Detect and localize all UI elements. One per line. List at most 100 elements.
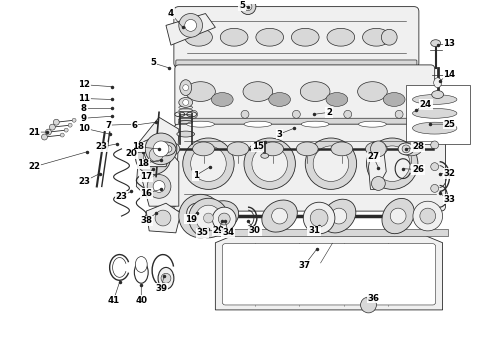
Text: 17: 17: [140, 172, 152, 181]
Circle shape: [190, 111, 197, 118]
Text: 30: 30: [249, 226, 261, 235]
Text: 32: 32: [443, 169, 456, 178]
Text: 6: 6: [131, 121, 137, 130]
Ellipse shape: [180, 80, 192, 95]
Circle shape: [395, 111, 403, 118]
Text: 3: 3: [276, 130, 283, 139]
Circle shape: [183, 138, 234, 189]
Ellipse shape: [269, 93, 291, 107]
Circle shape: [413, 201, 442, 231]
Polygon shape: [143, 144, 171, 167]
Circle shape: [244, 138, 295, 189]
Text: 10: 10: [78, 123, 90, 132]
Circle shape: [212, 207, 236, 231]
FancyBboxPatch shape: [176, 117, 186, 129]
Text: 5: 5: [150, 58, 156, 67]
Ellipse shape: [177, 131, 195, 137]
Circle shape: [64, 128, 68, 132]
Ellipse shape: [134, 261, 148, 283]
Circle shape: [42, 134, 48, 140]
Ellipse shape: [327, 28, 355, 46]
Text: 18: 18: [132, 143, 144, 152]
Ellipse shape: [300, 82, 330, 102]
Ellipse shape: [211, 93, 233, 107]
Ellipse shape: [382, 198, 414, 234]
Ellipse shape: [179, 98, 193, 107]
Ellipse shape: [358, 82, 387, 102]
Polygon shape: [136, 117, 179, 206]
Circle shape: [381, 30, 397, 45]
Ellipse shape: [366, 142, 387, 156]
Circle shape: [183, 99, 189, 105]
Text: 26: 26: [412, 165, 424, 174]
Ellipse shape: [186, 82, 216, 102]
Ellipse shape: [175, 112, 185, 117]
Ellipse shape: [432, 91, 443, 99]
Ellipse shape: [301, 121, 329, 127]
Circle shape: [179, 194, 222, 238]
Circle shape: [313, 146, 349, 181]
Text: 38: 38: [140, 216, 152, 225]
Ellipse shape: [261, 153, 269, 158]
Circle shape: [244, 3, 252, 10]
Text: 29: 29: [212, 226, 224, 235]
Ellipse shape: [156, 142, 176, 156]
Ellipse shape: [193, 142, 214, 156]
Circle shape: [431, 163, 439, 171]
Circle shape: [189, 204, 212, 228]
Text: 1: 1: [193, 171, 198, 180]
Ellipse shape: [322, 199, 356, 233]
Polygon shape: [166, 14, 216, 45]
Text: 36: 36: [368, 293, 379, 302]
Circle shape: [183, 85, 189, 91]
Circle shape: [153, 180, 165, 192]
Ellipse shape: [160, 145, 172, 153]
Text: 9: 9: [81, 114, 87, 123]
Circle shape: [219, 213, 230, 225]
Text: 39: 39: [155, 284, 167, 293]
Text: 21: 21: [28, 127, 41, 136]
Circle shape: [367, 138, 418, 189]
Ellipse shape: [243, 82, 272, 102]
Circle shape: [431, 141, 439, 149]
Circle shape: [179, 14, 202, 37]
Circle shape: [293, 111, 300, 118]
Ellipse shape: [202, 201, 239, 231]
FancyBboxPatch shape: [222, 244, 436, 305]
Circle shape: [192, 208, 201, 218]
Circle shape: [196, 205, 221, 231]
Text: 24: 24: [420, 100, 432, 109]
Circle shape: [135, 139, 171, 175]
Circle shape: [53, 119, 59, 125]
Circle shape: [271, 208, 288, 224]
Circle shape: [149, 148, 163, 162]
Circle shape: [49, 124, 55, 130]
Ellipse shape: [326, 93, 348, 107]
Circle shape: [371, 176, 385, 190]
FancyBboxPatch shape: [179, 118, 442, 130]
Ellipse shape: [400, 142, 422, 156]
FancyBboxPatch shape: [174, 124, 445, 211]
Circle shape: [149, 153, 157, 161]
Circle shape: [370, 141, 386, 157]
Circle shape: [374, 146, 410, 181]
Circle shape: [252, 146, 288, 181]
Polygon shape: [216, 236, 442, 310]
Circle shape: [344, 111, 352, 118]
Ellipse shape: [398, 143, 414, 155]
Circle shape: [72, 118, 76, 122]
Polygon shape: [146, 203, 181, 233]
FancyBboxPatch shape: [186, 117, 196, 129]
Ellipse shape: [158, 142, 180, 156]
Circle shape: [431, 184, 439, 192]
Ellipse shape: [359, 121, 386, 127]
Circle shape: [187, 203, 206, 223]
Ellipse shape: [383, 93, 405, 107]
Ellipse shape: [413, 108, 457, 118]
Circle shape: [147, 175, 171, 198]
Text: 23: 23: [116, 192, 127, 201]
Text: 25: 25: [443, 120, 455, 129]
Circle shape: [303, 202, 335, 234]
Text: 23: 23: [78, 177, 90, 186]
Text: 22: 22: [28, 162, 41, 171]
